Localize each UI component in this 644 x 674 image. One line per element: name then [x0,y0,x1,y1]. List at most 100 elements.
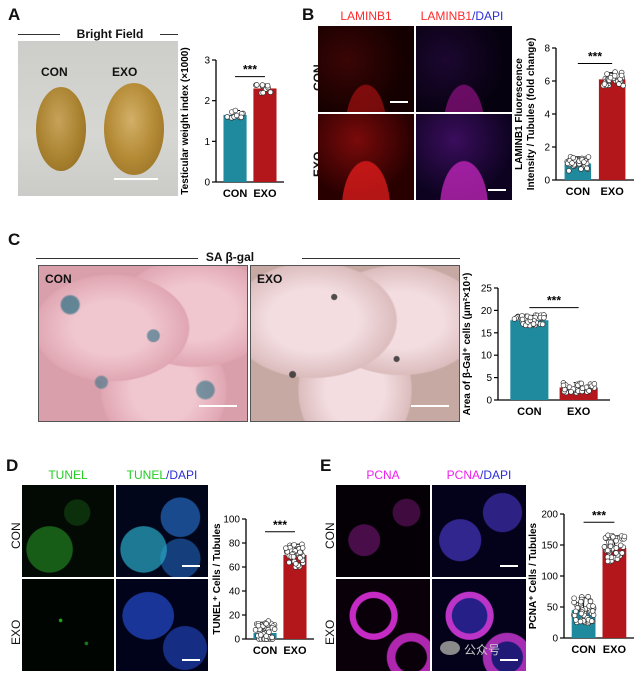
scale-bar [182,565,200,567]
panel-e-col1-header: PCNA [366,468,400,482]
y-tick-label: 50 [547,603,559,614]
panel-label-a: A [8,5,21,24]
data-point [252,627,259,633]
data-point [573,617,579,623]
data-point [260,89,266,96]
image-label-con: CON [45,272,72,286]
chart-b: 0 2 4 6 8 CON EXO *** LAMINB1 Fluorescence Intens… [514,38,634,198]
data-point [539,321,546,328]
scale-bar [390,101,408,103]
data-point [527,314,534,321]
x-tick-label: CON [253,645,278,657]
scale-bar [500,659,518,661]
pcna-exo-image [336,579,430,671]
data-point [232,107,239,114]
sa-bgal-con-image: CON [38,265,248,422]
image-label-exo: EXO [257,272,283,286]
bar-con [510,320,549,400]
data-point [569,160,575,166]
chart-e: 0 50 100 150 200 CON EXO *** PCNA⁺ Cells / Tubul… [528,508,634,656]
y-tick-label: 100 [541,572,558,583]
data-point [618,72,625,79]
data-point [610,534,616,540]
header-line [160,34,178,35]
tunel-dapi-exo-image [116,579,208,671]
data-point [613,545,620,551]
data-point [254,82,260,88]
panel-a-header: Bright Field [76,27,144,41]
y-tick-label: 6 [544,77,550,88]
data-point [286,559,292,566]
panel-b-col1-header: LAMINB1 [340,9,392,23]
header-line [18,34,60,35]
data-point [566,168,572,174]
data-point [616,81,622,87]
laminb1-dapi-con-image [416,26,512,112]
image-label-exo: EXO [112,65,138,79]
header-line [302,258,460,259]
data-point [585,154,592,160]
y-tick-label: 20 [229,611,241,622]
chart-a: 0 1 2 3 CON EXO *** Testicular weight index (×1… [180,47,284,200]
image-label-con: CON [41,65,68,79]
scale-bar [114,178,158,180]
bar-exo [602,548,627,638]
y-tick-label: 2 [204,96,210,107]
y-tick-label: 20 [481,306,493,317]
data-point [291,542,297,548]
data-point [578,380,585,387]
panel-e-col2-header: PCNA/DAPI [446,468,512,482]
panel-b-col2-header: LAMINB1/DAPI [420,9,504,23]
data-point [255,622,262,629]
bar-con [223,114,247,182]
y-tick-label: 0 [234,635,240,646]
data-point [604,547,611,554]
watermark-text: 公众号 [464,643,501,657]
pcna-dapi-con-image [432,485,526,577]
panel-label-d: D [6,456,19,475]
x-tick-label: EXO [283,645,307,657]
data-point [607,543,614,550]
data-point [283,545,289,551]
data-point [573,608,579,615]
data-point [568,389,574,395]
y-axis-label: TUNEL⁺ Cells / Tubules [212,523,223,635]
data-point [271,626,278,632]
y-tick-label: 3 [204,56,210,67]
data-point [264,82,271,89]
y-axis-label: Area of β-Gal⁺ cells (μm²×10⁴) [462,273,473,416]
data-point [519,316,526,323]
tunel-exo-image [22,579,114,671]
panel-c-header: SA β-gal [205,250,255,264]
data-point [619,550,625,556]
significance-label: *** [588,49,602,63]
data-point [586,388,592,394]
y-tick-label: 60 [229,563,241,574]
data-point [269,634,275,641]
data-point [570,154,577,161]
data-point [578,610,585,617]
row-label-con: CON [9,522,23,549]
significance-label: *** [547,294,561,308]
data-point [589,608,596,614]
data-point [613,538,619,544]
data-point [621,533,628,540]
data-point [590,603,596,609]
data-point [585,593,591,600]
data-point [541,315,547,321]
laminb1-dapi-exo-image [416,114,512,200]
x-tick-label: EXO [601,186,625,198]
y-axis-label: Intensity / Tubules (fold change) [526,38,537,191]
bar-exo [283,555,307,639]
y-tick-label: 10 [481,351,493,362]
y-axis-label: Testicular weight index (×1000) [180,47,191,194]
wechat-icon [440,641,460,655]
significance-label: *** [243,63,257,77]
scale-bar [182,659,200,661]
chart-d: 0 20 40 60 80 100 CON EXO *** TUNEL⁺ Cells / Tubu… [212,515,314,657]
data-point [530,321,537,327]
row-label-exo: EXO [323,619,337,645]
x-tick-label: CON [571,644,596,656]
sa-bgal-exo-image: EXO [250,265,460,422]
data-point [293,561,299,567]
